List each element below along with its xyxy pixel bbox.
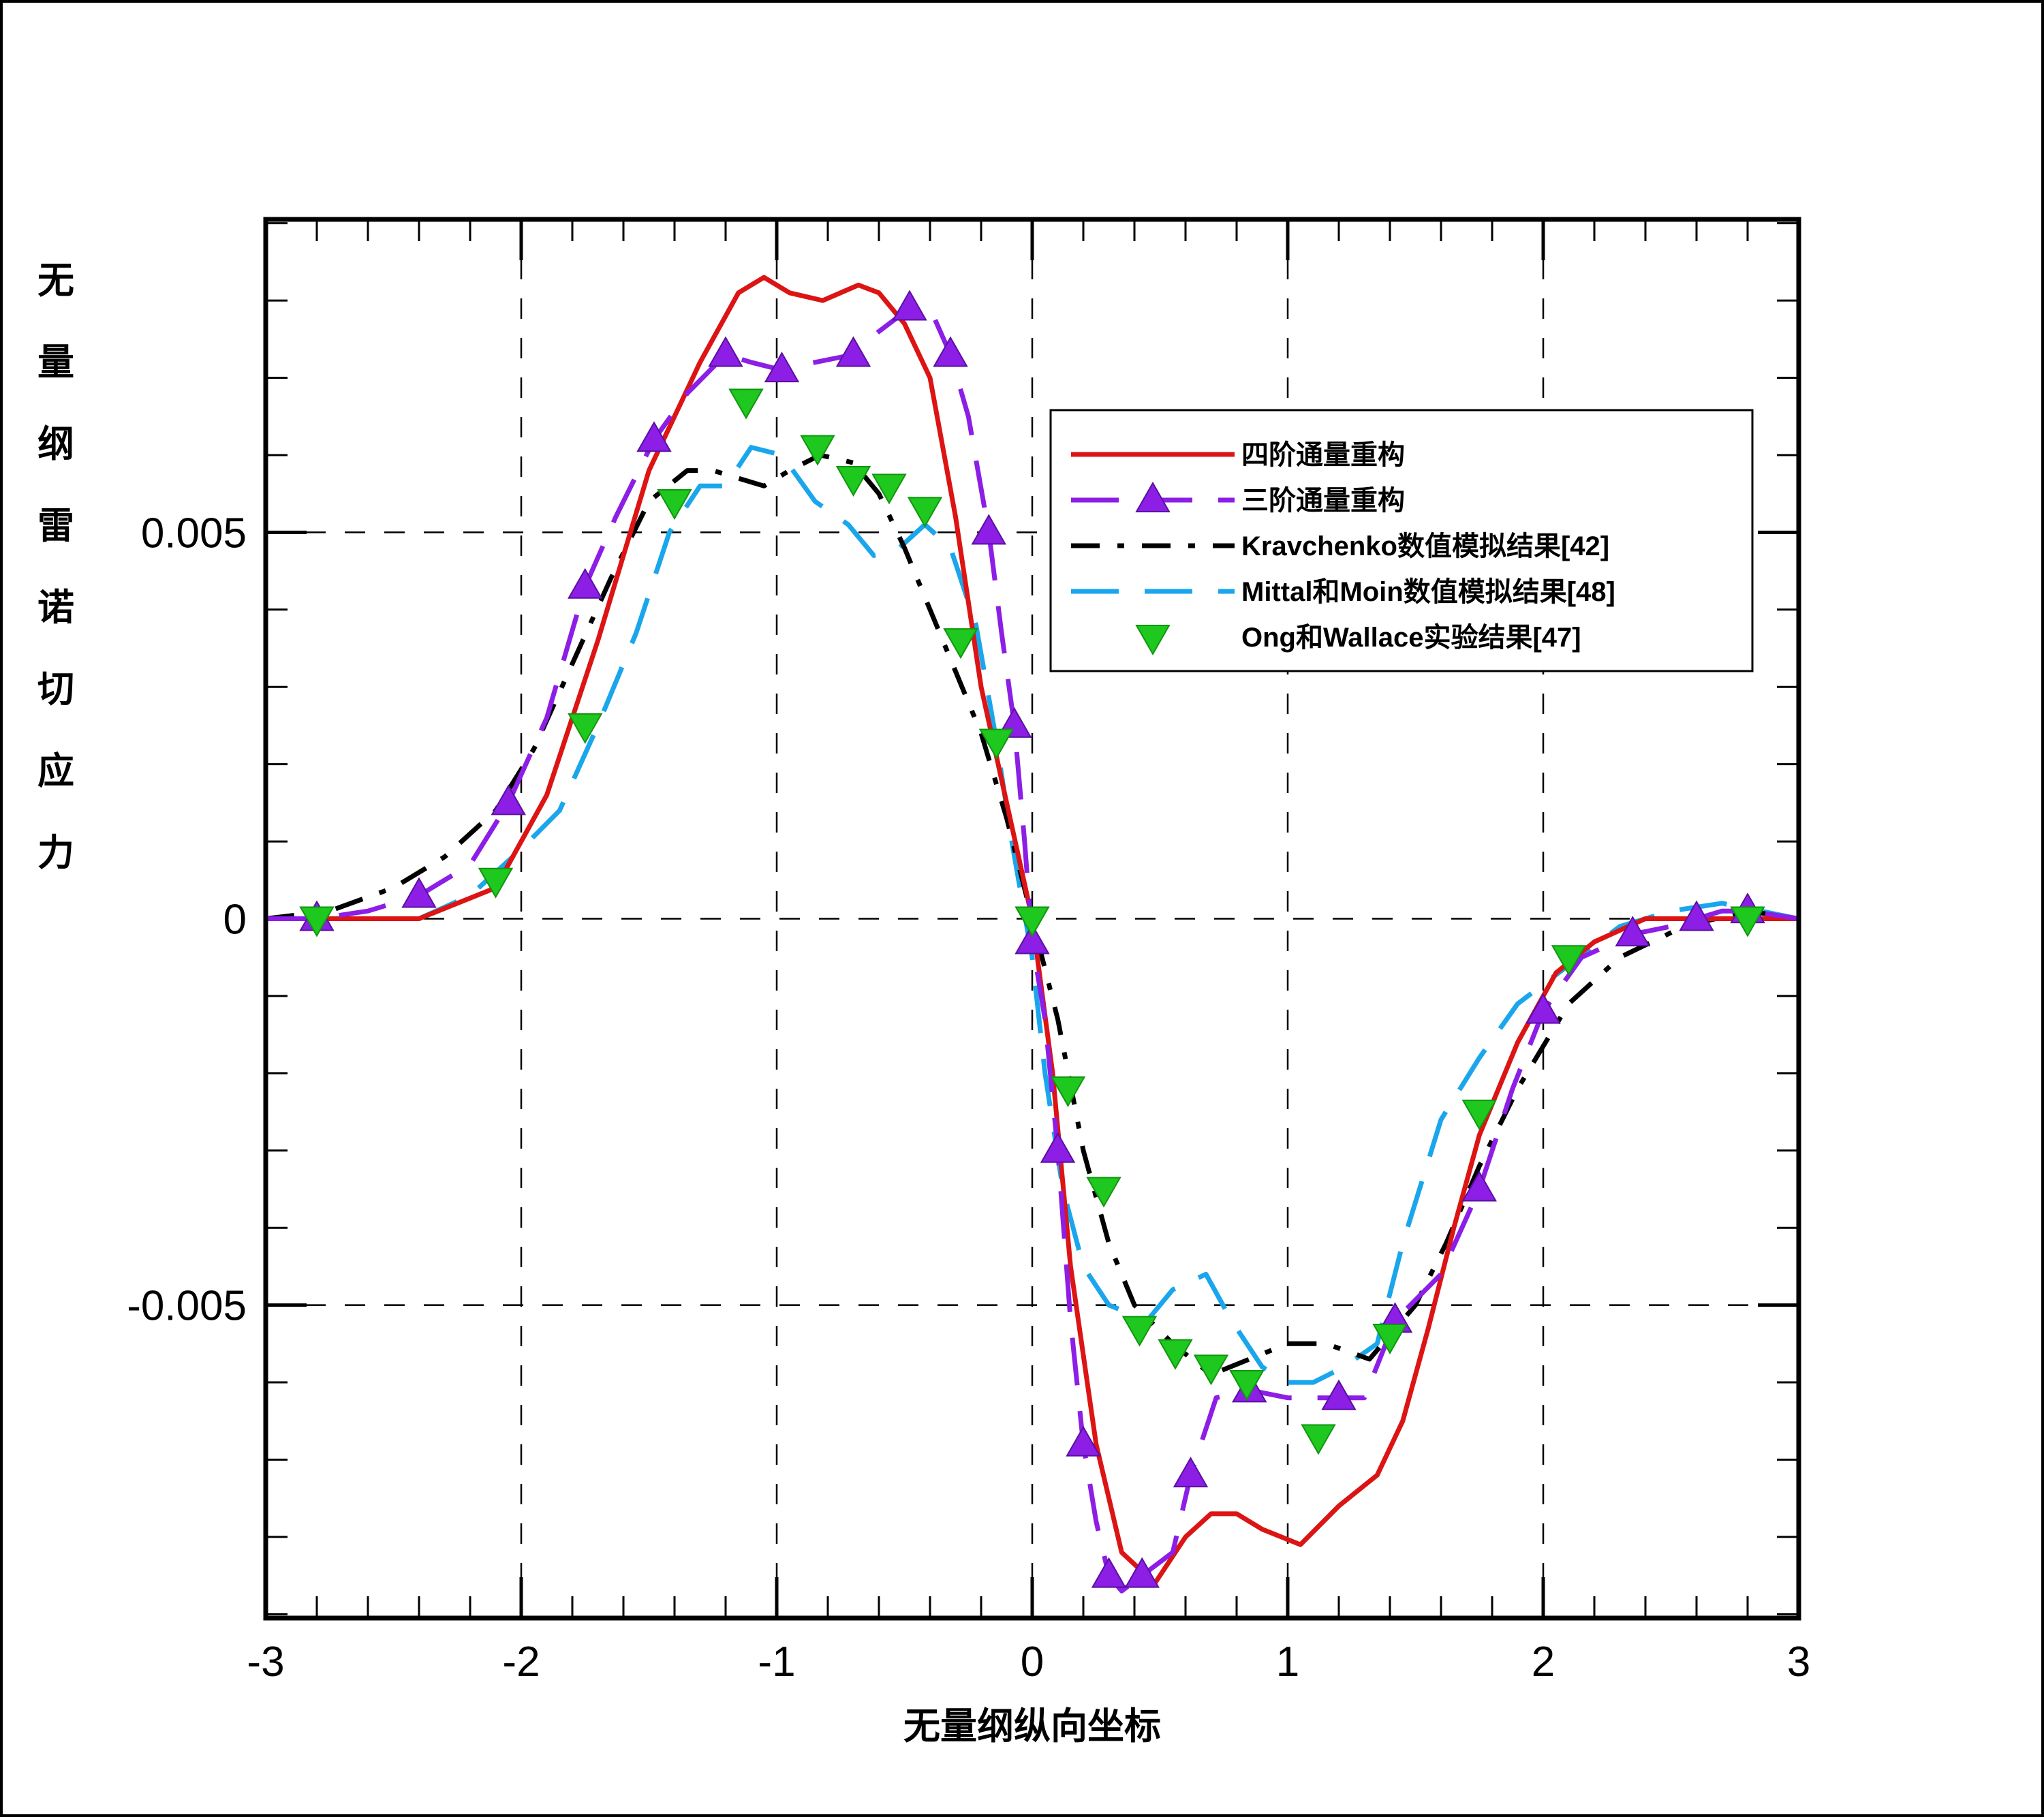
y-axis-label-char: 诺 — [37, 586, 74, 629]
triangle-down-marker — [1229, 1370, 1265, 1401]
triangle-up-marker — [1135, 481, 1171, 512]
triangle-up-marker — [835, 336, 871, 367]
y-axis-label-char: 切 — [37, 668, 74, 711]
triangle-down-marker — [1551, 945, 1587, 976]
x-tick-label: 2 — [1532, 1639, 1555, 1686]
plot-frame — [263, 217, 1801, 1621]
triangle-down-marker — [1086, 1177, 1121, 1208]
triangle-up-marker — [568, 568, 603, 599]
legend-label: 三阶通量重构 — [1241, 486, 1405, 516]
triangle-down-marker — [568, 713, 603, 744]
x-tick-label: 1 — [1276, 1639, 1299, 1686]
series-layer — [265, 275, 1799, 1594]
series-line — [266, 275, 1799, 1586]
triangle-down-marker — [478, 867, 514, 899]
triangle-down-marker — [1050, 1076, 1086, 1108]
triangle-down-marker — [907, 497, 943, 528]
tick-labels: -3 -2 -1 0 1 2 3 -0.005 0 0.005 — [127, 510, 1810, 1686]
triangle-down-marker — [1730, 906, 1765, 937]
triangle-up-marker — [1066, 1425, 1101, 1457]
triangle-up-marker — [1461, 1170, 1497, 1202]
series-4 — [299, 388, 1765, 1455]
y-tick-label: 0.005 — [141, 510, 247, 557]
triangle-up-marker — [636, 421, 672, 452]
triangle-down-marker — [1372, 1323, 1408, 1355]
triangle-up-marker — [1124, 1557, 1160, 1588]
triangle-up-marker — [1173, 1457, 1209, 1488]
triangle-up-marker — [892, 290, 927, 321]
y-axis-label-char: 力 — [37, 831, 74, 874]
triangle-up-marker — [491, 784, 526, 816]
y-axis-label-char: 雷 — [37, 504, 74, 547]
x-tick-label: -1 — [758, 1639, 795, 1686]
triangle-up-marker — [1321, 1379, 1357, 1410]
triangle-down-marker — [835, 465, 871, 497]
y-axis-label-char: 无 — [37, 259, 74, 302]
series-0 — [266, 275, 1799, 1586]
series-line — [266, 305, 1799, 1594]
legend-label: Ong和Wallace实验结果[47] — [1241, 623, 1581, 653]
x-tick-label: -2 — [502, 1639, 540, 1686]
triangle-up-marker — [764, 352, 800, 383]
triangle-down-marker — [800, 435, 835, 466]
triangle-down-marker — [871, 473, 907, 505]
triangle-up-marker — [708, 336, 743, 367]
triangle-down-marker — [1301, 1424, 1336, 1455]
triangle-down-marker — [1193, 1354, 1229, 1386]
triangle-up-marker — [401, 877, 437, 908]
triangle-down-marker — [728, 388, 764, 420]
y-axis-label-char: 纲 — [37, 422, 74, 465]
legend-label: 四阶通量重构 — [1241, 440, 1405, 470]
triangle-down-marker — [1461, 1100, 1497, 1131]
triangle-down-marker — [1121, 1316, 1158, 1347]
x-tick-label: -3 — [247, 1639, 284, 1686]
triangle-down-marker — [1158, 1339, 1193, 1370]
legend-label: Kravchenko数值模拟结果[42] — [1241, 531, 1609, 561]
series-3 — [266, 445, 1799, 1385]
triangle-down-marker — [299, 906, 335, 937]
triangle-up-marker — [933, 336, 968, 367]
series-line — [266, 445, 1799, 1385]
triangle-down-marker — [1135, 625, 1171, 656]
triangle-down-marker — [978, 728, 1015, 760]
legend-label: Mittal和Moin数值模拟结果[48] — [1241, 577, 1615, 607]
triangle-up-marker — [1679, 900, 1714, 931]
y-tick-label: 0 — [223, 897, 247, 944]
triangle-up-marker — [1091, 1557, 1127, 1588]
triangle-up-marker — [1615, 916, 1650, 947]
x-tick-label: 3 — [1787, 1639, 1810, 1686]
y-axis-label-char: 量 — [37, 341, 74, 384]
triangle-down-marker — [657, 489, 692, 521]
y-axis-label-char: 应 — [37, 749, 74, 792]
x-tick-label: 0 — [1021, 1639, 1044, 1686]
triangle-up-marker — [1015, 923, 1050, 954]
triangle-down-marker — [1015, 906, 1050, 937]
y-tick-label: -0.005 — [127, 1283, 247, 1330]
triangle-up-marker — [1526, 993, 1561, 1024]
x-axis-label: 无量纲纵向坐标 — [903, 1705, 1161, 1748]
triangle-up-marker — [1040, 1132, 1076, 1163]
triangle-up-marker — [971, 514, 1006, 545]
triangle-down-marker — [943, 628, 978, 659]
